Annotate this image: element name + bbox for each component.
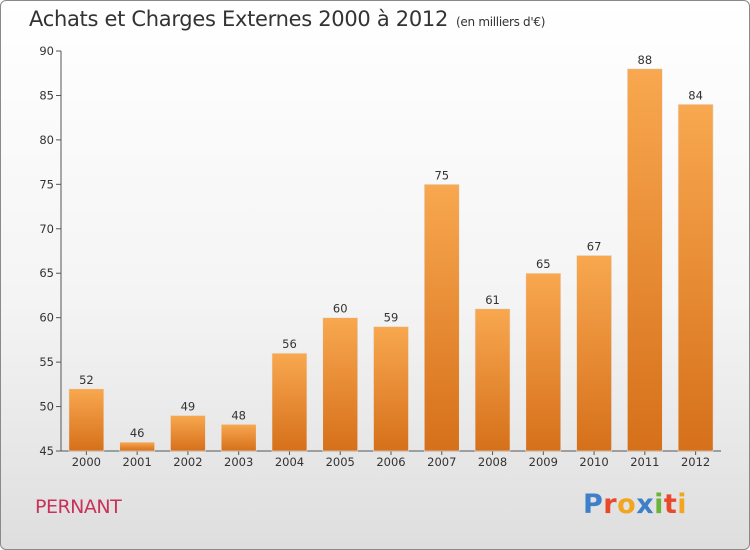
x-tick-label-2000: 2000 bbox=[72, 455, 101, 469]
value-label-2007: 75 bbox=[434, 168, 449, 182]
chart-subtitle: (en milliers d'€) bbox=[456, 15, 546, 29]
bars bbox=[68, 68, 714, 452]
x-tick-label-2008: 2008 bbox=[478, 455, 507, 469]
value-label-2011: 88 bbox=[638, 53, 653, 67]
y-tick-label: 90 bbox=[39, 44, 54, 58]
y-tick-label: 55 bbox=[39, 355, 54, 369]
x-tick-label-2003: 2003 bbox=[224, 455, 253, 469]
bar-2002 bbox=[170, 415, 206, 452]
bar-2001 bbox=[119, 441, 155, 452]
x-tick-label-2001: 2001 bbox=[123, 455, 152, 469]
bar-2003 bbox=[220, 424, 257, 452]
logo-letter: o bbox=[617, 489, 637, 520]
x-tick-label-2011: 2011 bbox=[630, 455, 659, 469]
x-tick-label-2012: 2012 bbox=[681, 455, 710, 469]
bar-2006 bbox=[373, 326, 409, 452]
bar-2005 bbox=[322, 317, 359, 452]
logo-letter: x bbox=[636, 489, 655, 520]
y-tick-label: 50 bbox=[39, 400, 54, 414]
bar-2009 bbox=[525, 272, 562, 452]
y-tick-label: 80 bbox=[39, 133, 54, 147]
x-tick-label-2004: 2004 bbox=[275, 455, 304, 469]
value-label-2002: 49 bbox=[181, 399, 196, 413]
bar-2000 bbox=[68, 388, 105, 452]
logo-letter: r bbox=[603, 489, 618, 520]
bar-2008 bbox=[474, 308, 511, 452]
x-tick-label-2007: 2007 bbox=[427, 455, 456, 469]
value-label-2004: 56 bbox=[282, 337, 297, 351]
x-tick-label-2006: 2006 bbox=[376, 455, 405, 469]
bar-2007 bbox=[423, 184, 460, 452]
x-tick-label-2005: 2005 bbox=[326, 455, 355, 469]
value-label-2000: 52 bbox=[79, 373, 94, 387]
y-tick-label: 45 bbox=[39, 444, 54, 458]
y-tick-label: 70 bbox=[39, 222, 54, 236]
logo-letter: P bbox=[583, 489, 604, 520]
bar-2010 bbox=[576, 255, 612, 452]
x-tick-label-2009: 2009 bbox=[529, 455, 558, 469]
bar-2011 bbox=[627, 68, 663, 452]
chart-title-row: Achats et Charges Externes 2000 à 2012 (e… bbox=[29, 7, 545, 31]
logo-letter: i bbox=[677, 489, 688, 520]
location-label: PERNANT bbox=[35, 496, 122, 518]
value-label-2009: 65 bbox=[536, 257, 551, 271]
bar-2004 bbox=[271, 352, 308, 452]
y-tick-label: 65 bbox=[39, 266, 54, 280]
value-label-2006: 59 bbox=[384, 311, 399, 325]
x-tick-label-2002: 2002 bbox=[173, 455, 202, 469]
x-tick-label-2010: 2010 bbox=[579, 455, 608, 469]
value-label-2003: 48 bbox=[231, 408, 246, 422]
chart-title: Achats et Charges Externes 2000 à 2012 bbox=[29, 7, 449, 31]
value-label-2008: 61 bbox=[485, 293, 500, 307]
value-label-2012: 84 bbox=[688, 88, 703, 102]
value-label-2005: 60 bbox=[333, 302, 348, 316]
y-tick-label: 60 bbox=[39, 311, 54, 325]
logo-letter: t bbox=[663, 489, 678, 520]
axes: 45 50 55 60 65 70 75 80 85 90 2000 2001 2002 2003 2004… bbox=[39, 44, 721, 469]
value-label-2001: 46 bbox=[130, 426, 145, 440]
value-labels: 52 46 49 48 56 60 59 75 61 65 67 88 84 bbox=[79, 53, 703, 440]
bar-2012 bbox=[677, 104, 714, 452]
value-label-2010: 67 bbox=[587, 239, 602, 253]
y-tick-label: 75 bbox=[39, 177, 54, 191]
logo-letter: i bbox=[654, 489, 664, 520]
proxiti-logo: Proxiti bbox=[583, 489, 687, 520]
y-tick-label: 85 bbox=[39, 88, 54, 102]
